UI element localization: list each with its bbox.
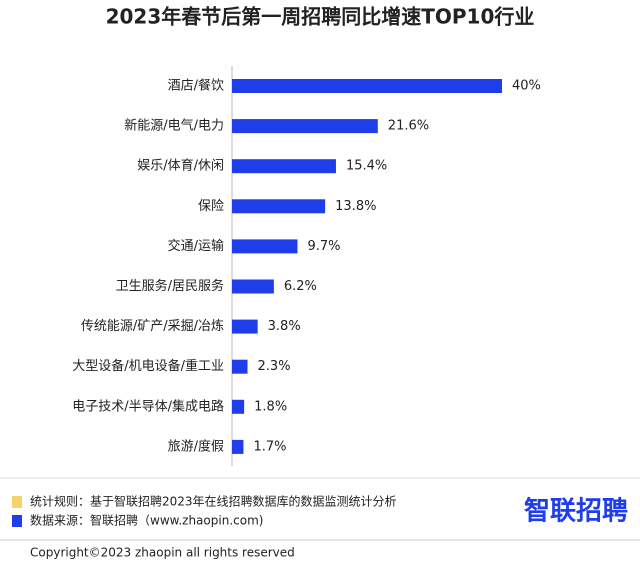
category-label: 大型设备/机电设备/重工业 [72, 358, 224, 374]
value-label: 1.7% [253, 439, 286, 454]
category-label: 酒店/餐饮 [168, 78, 224, 94]
bar [232, 79, 502, 93]
footnote: 统计规则：基于智联招聘2023年在线招聘数据库的数据监测统计分析 [30, 494, 397, 509]
value-label: 2.3% [258, 359, 291, 374]
chart-title: 2023年春节后第一周招聘同比增速TOP10行业 [106, 5, 535, 29]
logo: 智联招聘 [524, 497, 628, 527]
category-label: 新能源/电气/电力 [124, 118, 224, 134]
bar [232, 159, 336, 174]
value-label: 9.7% [307, 239, 340, 254]
bar [232, 199, 326, 214]
category-label: 保险 [198, 199, 224, 214]
footnote: 数据来源：智联招聘（www.zhaopin.com) [30, 513, 263, 528]
note-marker [12, 515, 22, 527]
bar [232, 239, 298, 254]
category-label: 旅游/度假 [168, 438, 224, 454]
value-label: 21.6% [388, 119, 429, 134]
bar [232, 319, 258, 334]
value-label: 40% [512, 79, 541, 94]
category-label: 电子技术/半导体/集成电路 [72, 398, 224, 414]
category-label: 交通/运输 [168, 238, 224, 254]
value-label: 6.2% [284, 279, 317, 294]
value-label: 13.8% [335, 199, 376, 214]
value-label: 1.8% [254, 399, 287, 414]
category-label: 娱乐/体育/休闲 [137, 158, 224, 174]
bar [232, 119, 378, 134]
bar [232, 359, 248, 374]
bar [232, 439, 244, 454]
category-label: 卫生服务/居民服务 [116, 278, 224, 294]
copyright: Copyright©2023 zhaopin all rights reserv… [30, 546, 295, 560]
bar [232, 399, 245, 414]
category-label: 传统能源/矿产/采掘/冶炼 [81, 319, 224, 334]
note-marker [12, 496, 22, 508]
value-label: 3.8% [268, 319, 301, 334]
bar [232, 279, 274, 294]
value-label: 15.4% [346, 159, 387, 174]
